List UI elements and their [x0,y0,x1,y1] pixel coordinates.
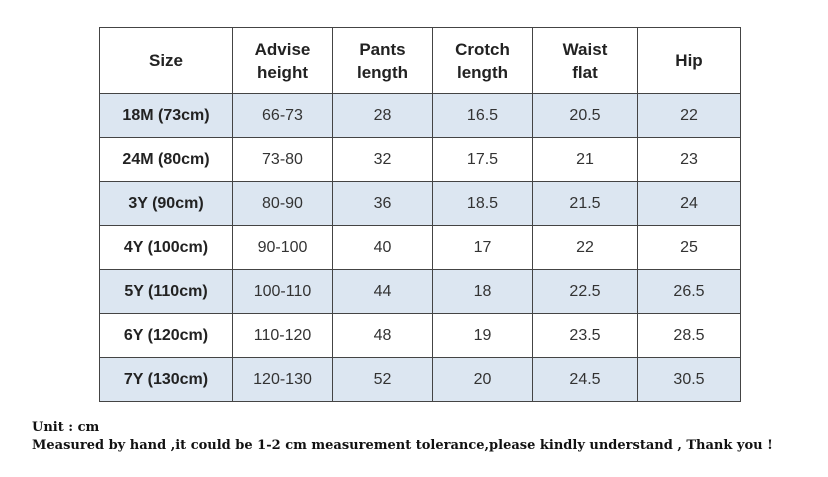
unit-note: Unit : cm [32,420,100,435]
value-cell: 73-80 [232,137,333,182]
size-cell: 6Y (120cm) [99,313,233,358]
header-cell: Pants length [332,27,433,94]
table-row: 7Y (130cm) 120-130 52 20 24.5 30.5 [99,357,741,402]
value-cell: 18.5 [432,181,533,226]
header-row: Size Advise height Pants length Crotch leng… [99,27,741,94]
size-table: Size Advise height Pants length Crotch leng… [99,27,741,402]
value-cell: 80-90 [232,181,333,226]
size-cell: 4Y (100cm) [99,225,233,270]
value-cell: 90-100 [232,225,333,270]
value-cell: 20 [432,357,533,402]
value-cell: 48 [332,313,433,358]
value-cell: 52 [332,357,433,402]
table-row: 5Y (110cm) 100-110 44 18 22.5 26.5 [99,269,741,314]
header-cell: Hip [637,27,741,94]
table-row: 24M (80cm) 73-80 32 17.5 21 23 [99,137,741,182]
value-cell: 40 [332,225,433,270]
value-cell: 32 [332,137,433,182]
value-cell: 30.5 [637,357,741,402]
value-cell: 20.5 [532,93,638,138]
value-cell: 21.5 [532,181,638,226]
table-row: 3Y (90cm) 80-90 36 18.5 21.5 24 [99,181,741,226]
value-cell: 24 [637,181,741,226]
tolerance-note: Measured by hand ,it could be 1-2 cm mea… [32,438,773,453]
size-cell: 3Y (90cm) [99,181,233,226]
value-cell: 21 [532,137,638,182]
table-row: 4Y (100cm) 90-100 40 17 22 25 [99,225,741,270]
value-cell: 100-110 [232,269,333,314]
value-cell: 19 [432,313,533,358]
table-row: 18M (73cm) 66-73 28 16.5 20.5 22 [99,93,741,138]
value-cell: 120-130 [232,357,333,402]
value-cell: 17.5 [432,137,533,182]
value-cell: 18 [432,269,533,314]
size-cell: 24M (80cm) [99,137,233,182]
value-cell: 24.5 [532,357,638,402]
value-cell: 16.5 [432,93,533,138]
value-cell: 17 [432,225,533,270]
value-cell: 25 [637,225,741,270]
value-cell: 26.5 [637,269,741,314]
size-cell: 5Y (110cm) [99,269,233,314]
value-cell: 36 [332,181,433,226]
value-cell: 28 [332,93,433,138]
table-row: 6Y (120cm) 110-120 48 19 23.5 28.5 [99,313,741,358]
value-cell: 66-73 [232,93,333,138]
table-body: 18M (73cm) 66-73 28 16.5 20.5 22 24M (80cm) 73-… [99,93,741,402]
header-cell: Waist flat [532,27,638,94]
header-cell: Crotch length [432,27,533,94]
value-cell: 28.5 [637,313,741,358]
value-cell: 22 [532,225,638,270]
value-cell: 110-120 [232,313,333,358]
size-cell: 18M (73cm) [99,93,233,138]
size-cell: 7Y (130cm) [99,357,233,402]
header-cell: Advise height [232,27,333,94]
value-cell: 23 [637,137,741,182]
value-cell: 22 [637,93,741,138]
value-cell: 44 [332,269,433,314]
value-cell: 22.5 [532,269,638,314]
header-cell: Size [99,27,233,94]
value-cell: 23.5 [532,313,638,358]
